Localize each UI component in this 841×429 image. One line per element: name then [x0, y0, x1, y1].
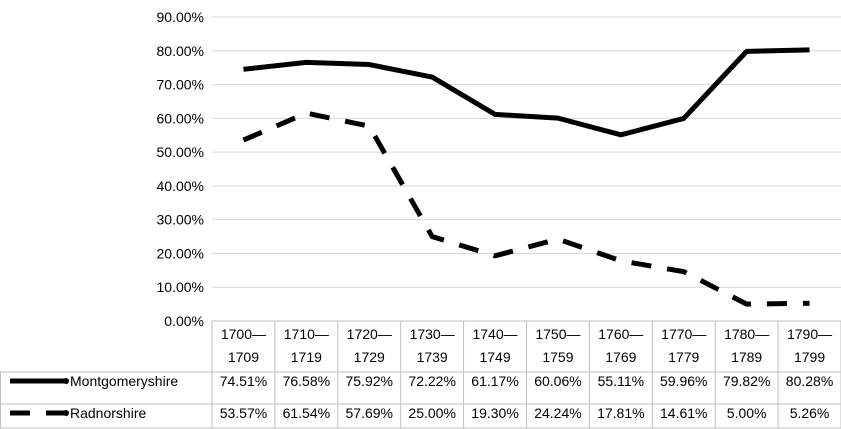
data-table-cell: 55.11% — [598, 373, 644, 389]
legend-label-montgomeryshire: Montgomeryshire — [70, 373, 178, 389]
x-category-label-line2: 1709 — [228, 349, 259, 365]
y-tick-label: 70.00% — [157, 77, 204, 93]
x-category-label-line1: 1760— — [598, 326, 643, 342]
y-tick-label: 30.00% — [157, 212, 204, 228]
data-table-cell: 5.26% — [790, 405, 830, 421]
data-table-cell: 14.61% — [660, 405, 707, 421]
legend-label-radnorshire: Radnorshire — [70, 405, 146, 421]
x-category-label-line2: 1719 — [291, 349, 322, 365]
data-table-cell: 74.51% — [220, 373, 267, 389]
data-table-cell: 19.30% — [471, 405, 518, 421]
data-table-cell: 25.00% — [408, 405, 455, 421]
x-category-label-line2: 1729 — [354, 349, 385, 365]
y-tick-label: 10.00% — [157, 279, 204, 295]
x-category-label-line2: 1789 — [731, 349, 762, 365]
y-tick-label: 60.00% — [157, 110, 204, 126]
data-table-cell: 76.58% — [283, 373, 330, 389]
x-category-label-line2: 1739 — [417, 349, 448, 365]
x-category-label-line2: 1759 — [542, 349, 573, 365]
data-table-cell: 79.82% — [723, 373, 770, 389]
x-category-label-line1: 1780— — [724, 326, 769, 342]
x-category-label-line2: 1799 — [794, 349, 825, 365]
data-table-cell: 80.28% — [786, 373, 833, 389]
x-category-label-line1: 1750— — [535, 326, 580, 342]
x-category-label-line2: 1769 — [605, 349, 636, 365]
y-tick-label: 0.00% — [164, 313, 204, 329]
data-table-cell: 24.24% — [534, 405, 581, 421]
x-category-label-line2: 1749 — [479, 349, 510, 365]
data-table: 1700— 1709 1710— 1719 1720— 1729 1730— 1739 1740… — [0, 320, 841, 429]
x-category-label-line1: 1740— — [472, 326, 517, 342]
y-axis-tick-labels: 0.00% 10.00% 20.00% 30.00% 40.00% 50.00% 60.00… — [157, 9, 204, 329]
series-lines — [242, 47, 810, 307]
series-line-montgomeryshire — [243, 47, 810, 138]
data-table-cell: 59.96% — [660, 373, 707, 389]
y-tick-label: 80.00% — [157, 43, 204, 59]
y-tick-label: 40.00% — [157, 178, 204, 194]
x-category-label-line2: 1779 — [668, 349, 699, 365]
data-table-cell: 61.54% — [283, 405, 330, 421]
series-line-radnorshire — [242, 110, 810, 307]
data-table-cell: 57.69% — [346, 405, 393, 421]
y-tick-label: 90.00% — [157, 9, 204, 25]
data-table-cell: 75.92% — [346, 373, 393, 389]
gridlines — [212, 16, 841, 288]
x-category-label-line1: 1770— — [661, 326, 706, 342]
y-tick-label: 20.00% — [157, 245, 204, 261]
legend-key-marker — [63, 378, 69, 384]
data-table-cell: 60.06% — [534, 373, 581, 389]
x-category-label-line1: 1720— — [347, 326, 392, 342]
data-table-cell: 53.57% — [220, 405, 267, 421]
x-category-label-line1: 1700— — [221, 326, 266, 342]
data-table-cell: 61.17% — [471, 373, 518, 389]
legend-key-marker — [63, 410, 69, 416]
x-category-label-line1: 1790— — [787, 326, 832, 342]
x-category-label-line1: 1710— — [284, 326, 329, 342]
data-table-cell: 5.00% — [727, 405, 767, 421]
data-table-cell: 17.81% — [597, 405, 644, 421]
y-tick-label: 50.00% — [157, 144, 204, 160]
x-category-label-line1: 1730— — [410, 326, 455, 342]
data-table-cell: 72.22% — [408, 373, 455, 389]
